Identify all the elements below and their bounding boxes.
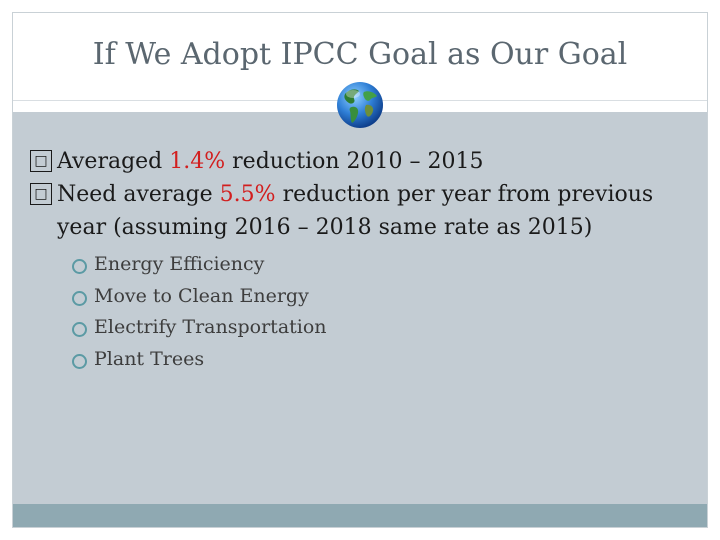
bullet-text-suffix: reduction per year from previous year (a… (57, 182, 654, 240)
slide-frame (12, 12, 708, 528)
ring-bullet-icon (72, 290, 87, 306)
bullet-list: □ Averaged 1.4% reduction 2010 – 2015 □ Ne… (30, 145, 700, 375)
globe-icon (337, 82, 383, 128)
bullet-text-prefix: Averaged (57, 149, 170, 174)
ring-bullet-icon (72, 353, 87, 369)
ring-bullet-icon (72, 259, 87, 274)
bullet-item-averaged: □ Averaged 1.4% reduction 2010 – 2015 (30, 145, 700, 178)
ring-bullet-icon (72, 322, 87, 337)
bullet-item-need-average: □ Need average 5.5% reduction per year fr… (30, 178, 700, 244)
bullet-marker: □ (30, 183, 52, 205)
bullet-marker: □ (30, 150, 52, 172)
sub-bullet-list: Energy Efficiency Move to Clean Energy E… (30, 249, 700, 375)
bullet-text-prefix: Need average (57, 182, 220, 207)
bullet-highlight-value: 1.4% (169, 149, 226, 174)
bullet-text-suffix: reduction 2010 – 2015 (225, 149, 484, 174)
sub-bullet-clean-energy: Move to Clean Energy (72, 281, 700, 313)
sub-bullet-electrify-transportation: Electrify Transportation (72, 312, 700, 344)
sub-bullet-label: Energy Efficiency (94, 253, 265, 275)
sub-bullet-plant-trees: Plant Trees (72, 344, 700, 376)
sub-bullet-energy-efficiency: Energy Efficiency (72, 249, 700, 281)
sub-bullet-label: Plant Trees (94, 347, 205, 370)
sub-bullet-label: Electrify Transportation (94, 316, 327, 338)
slide-title: If We Adopt IPCC Goal as Our Goal (92, 37, 628, 72)
bottom-band (13, 504, 707, 527)
sub-bullet-label: Move to Clean Energy (94, 284, 309, 307)
bullet-highlight-value: 5.5% (219, 182, 276, 207)
content-area (13, 112, 707, 504)
